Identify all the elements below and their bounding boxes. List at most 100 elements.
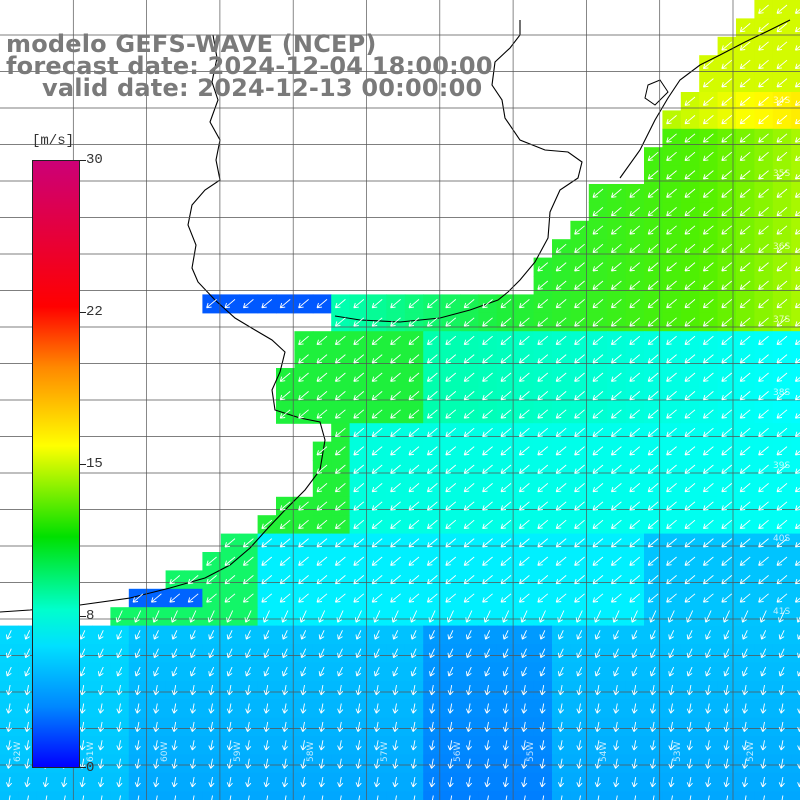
wind-arrow xyxy=(410,610,418,623)
wind-arrow xyxy=(649,721,657,733)
wind-arrow xyxy=(371,575,383,585)
wind-arrow xyxy=(410,721,417,733)
wind-arrow xyxy=(741,685,749,696)
lat-label: 37S xyxy=(773,315,790,325)
wind-arrow xyxy=(373,740,381,751)
wind-arrow xyxy=(594,721,601,733)
wind-arrow xyxy=(629,299,641,309)
wind-arrow xyxy=(610,593,622,603)
wind-arrow xyxy=(334,299,346,309)
wind-arrow xyxy=(574,262,585,272)
wind-arrow xyxy=(482,372,493,382)
wind-cell xyxy=(699,791,719,800)
wind-arrow xyxy=(224,556,236,566)
wind-arrow xyxy=(279,556,291,566)
wind-arrow xyxy=(739,354,751,364)
wind-arrow xyxy=(426,538,438,548)
wind-arrow xyxy=(518,556,530,566)
wind-arrow xyxy=(445,427,457,438)
wind-arrow xyxy=(316,483,328,493)
wind-arrow xyxy=(542,795,545,800)
wind-arrow xyxy=(373,648,380,659)
wind-arrow xyxy=(518,519,530,530)
wind-arrow xyxy=(629,427,641,438)
wind-cell xyxy=(717,791,737,800)
wind-arrow xyxy=(647,354,659,364)
wind-arrow xyxy=(463,593,475,603)
wind-arrow xyxy=(169,575,181,585)
wind-arrow xyxy=(281,610,289,623)
wind-cell xyxy=(791,18,800,38)
wind-arrow xyxy=(445,593,457,603)
wind-arrow xyxy=(373,666,380,677)
wind-arrow xyxy=(539,666,546,677)
wind-arrow xyxy=(776,262,788,272)
wind-arrow xyxy=(778,630,785,640)
wind-arrow xyxy=(371,372,383,382)
wind-arrow xyxy=(445,556,457,566)
wind-cell xyxy=(791,441,800,461)
wind-arrow xyxy=(482,538,493,548)
wind-arrow xyxy=(482,299,493,309)
colorbar-label-8: 8 xyxy=(86,608,95,624)
wind-arrow xyxy=(776,593,788,603)
wind-arrow xyxy=(781,795,784,800)
wind-arrow xyxy=(739,593,751,603)
wind-arrow xyxy=(281,740,289,751)
wind-arrow xyxy=(758,538,769,548)
wind-arrow xyxy=(778,777,785,788)
wind-arrow xyxy=(518,299,530,309)
wind-arrow xyxy=(610,409,622,419)
wind-arrow xyxy=(134,630,141,640)
wind-arrow xyxy=(429,758,436,769)
wind-arrow xyxy=(610,556,622,566)
wind-arrow xyxy=(353,409,365,419)
wind-arrow xyxy=(721,59,733,70)
wind-arrow xyxy=(279,409,291,419)
wind-arrow xyxy=(263,648,270,659)
wind-arrow xyxy=(208,630,215,640)
wind-arrow xyxy=(574,519,585,530)
wind-arrow xyxy=(776,299,788,309)
wind-arrow xyxy=(465,610,473,623)
wind-arrow xyxy=(465,758,473,769)
wind-arrow xyxy=(353,464,365,474)
wind-arrow xyxy=(116,721,123,733)
wind-arrow xyxy=(482,501,493,511)
wind-arrow xyxy=(373,703,381,714)
wind-arrow xyxy=(208,777,215,788)
wind-arrow xyxy=(776,280,788,290)
wind-arrow xyxy=(557,666,564,677)
wind-arrow xyxy=(760,630,767,640)
wind-arrow xyxy=(303,795,305,800)
wind-arrow xyxy=(390,299,401,309)
wind-arrow xyxy=(408,354,420,364)
wind-arrow xyxy=(299,610,307,623)
wind-arrow xyxy=(392,648,399,659)
wind-arrow xyxy=(594,666,601,677)
wind-arrow xyxy=(298,556,309,566)
wind-arrow xyxy=(279,519,291,530)
wind-cell xyxy=(404,791,424,800)
lon-label: 56W xyxy=(453,742,463,762)
wind-arrow xyxy=(134,703,141,714)
wind-arrow xyxy=(666,115,677,125)
wind-arrow xyxy=(555,446,567,456)
wind-arrow xyxy=(153,740,160,751)
wind-arrow xyxy=(574,280,585,290)
wind-arrow xyxy=(279,372,291,382)
wind-arrow xyxy=(298,575,309,585)
wind-arrow xyxy=(337,740,344,751)
wind-arrow xyxy=(373,758,381,769)
wind-arrow xyxy=(224,538,236,548)
wind-arrow xyxy=(390,409,401,419)
wind-arrow xyxy=(150,593,162,603)
wind-arrow xyxy=(153,703,160,714)
wind-arrow xyxy=(649,610,657,623)
wind-cell xyxy=(92,791,111,800)
wind-arrow xyxy=(555,464,567,474)
wind-cell xyxy=(423,791,443,800)
lon-label: 57W xyxy=(380,742,390,762)
wind-arrow xyxy=(592,207,604,217)
colorbar-label-30: 30 xyxy=(86,152,103,168)
